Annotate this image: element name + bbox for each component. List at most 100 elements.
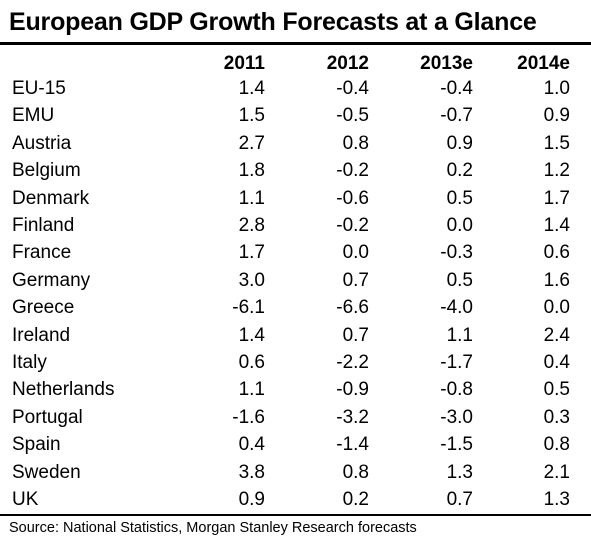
row-value-cell: 0.5 <box>446 187 473 209</box>
row-country-label: Germany <box>12 269 91 291</box>
row-value-cell: 3.8 <box>238 461 265 483</box>
row-value-cell: 1.2 <box>543 160 570 182</box>
row-value-cell: 2.1 <box>543 461 570 483</box>
row-value-cell: -0.9 <box>336 379 369 401</box>
row-country-label: Spain <box>12 434 61 456</box>
row-value-cell: -0.8 <box>440 379 473 401</box>
row-country-label: Denmark <box>12 187 90 209</box>
row-value-cell: -0.5 <box>336 105 369 127</box>
row-value-cell: -1.7 <box>440 352 473 373</box>
row-value-cell: 1.3 <box>446 461 473 483</box>
row-value-cell: 1.5 <box>238 105 265 127</box>
row-value-cell: 1.8 <box>238 160 265 182</box>
source-divider <box>0 514 591 516</box>
row-value-cell: 1.4 <box>238 78 265 99</box>
row-value-cell: 1.6 <box>543 269 570 291</box>
row-country-label: Portugal <box>12 406 83 428</box>
row-country-label: Italy <box>12 352 47 373</box>
table-row: UK 0.9 0.2 0.7 1.3 <box>0 486 591 513</box>
row-value-cell: -6.6 <box>336 297 369 319</box>
row-country-label: Belgium <box>12 160 81 182</box>
row-value-cell: -3.0 <box>440 406 473 428</box>
row-country-label: Finland <box>12 215 75 236</box>
table-row: Finland 2.8 -0.2 0.0 1.4 <box>0 212 591 239</box>
column-header-2013e: 2013e <box>420 53 473 74</box>
row-country-label: Greece <box>12 297 75 319</box>
table-row: Germany 3.0 0.7 0.5 1.6 <box>0 267 591 294</box>
row-value-cell: 0.2 <box>446 160 473 182</box>
row-value-cell: 3.0 <box>238 269 265 291</box>
row-value-cell: 1.1 <box>238 187 265 209</box>
row-value-cell: 1.0 <box>543 78 570 99</box>
row-value-cell: -1.4 <box>336 434 369 456</box>
table-row: Ireland 1.4 0.7 1.1 2.4 <box>0 322 591 349</box>
row-value-cell: -1.5 <box>440 434 473 456</box>
row-country-label: Ireland <box>12 324 71 346</box>
row-value-cell: 1.1 <box>446 324 473 346</box>
row-value-cell: -4.0 <box>440 297 473 319</box>
row-country-label: Austria <box>12 132 72 154</box>
row-country-label: UK <box>12 489 39 510</box>
row-value-cell: 0.2 <box>342 489 369 510</box>
table-row: Greece -6.1 -6.6 -4.0 0.0 <box>0 294 591 321</box>
title-divider <box>0 42 591 45</box>
table-row: Italy 0.6 -2.2 -1.7 0.4 <box>0 349 591 376</box>
table-row: Spain 0.4 -1.4 -1.5 0.8 <box>0 431 591 458</box>
table-row: Belgium 1.8 -0.2 0.2 1.2 <box>0 157 591 184</box>
row-value-cell: -2.2 <box>336 352 369 373</box>
table-row: Sweden 3.8 0.8 1.3 2.1 <box>0 459 591 486</box>
row-value-cell: 0.5 <box>446 269 473 291</box>
row-value-cell: -0.4 <box>336 78 369 99</box>
table-row: EMU 1.5 -0.5 -0.7 0.9 <box>0 102 591 129</box>
row-value-cell: 0.7 <box>446 489 473 510</box>
table-title: European GDP Growth Forecasts at a Glanc… <box>9 8 537 36</box>
column-header-2011: 2011 <box>223 53 265 74</box>
row-value-cell: 0.9 <box>238 489 265 510</box>
row-value-cell: -0.3 <box>440 242 473 264</box>
row-value-cell: 2.7 <box>238 132 265 154</box>
row-value-cell: 0.0 <box>342 242 369 264</box>
table-row: Portugal -1.6 -3.2 -3.0 0.3 <box>0 404 591 431</box>
row-value-cell: 0.8 <box>342 461 369 483</box>
row-value-cell: 0.8 <box>543 434 570 456</box>
row-value-cell: 0.3 <box>543 406 570 428</box>
row-value-cell: 2.4 <box>543 324 570 346</box>
row-value-cell: -0.7 <box>440 105 473 127</box>
row-value-cell: 0.5 <box>543 379 570 401</box>
table-row: Netherlands 1.1 -0.9 -0.8 0.5 <box>0 376 591 403</box>
row-value-cell: -3.2 <box>336 406 369 428</box>
column-header-row: 2011 2012 2013e 2014e <box>0 50 591 77</box>
table-row: France 1.7 0.0 -0.3 0.6 <box>0 239 591 266</box>
row-value-cell: 1.7 <box>238 242 265 264</box>
row-value-cell: 0.0 <box>446 215 473 236</box>
row-value-cell: 1.5 <box>543 132 570 154</box>
row-value-cell: 1.4 <box>238 324 265 346</box>
row-value-cell: 2.8 <box>238 215 265 236</box>
row-country-label: Netherlands <box>12 379 115 401</box>
row-value-cell: -0.4 <box>440 78 473 99</box>
row-value-cell: -0.6 <box>336 187 369 209</box>
row-value-cell: 0.6 <box>238 352 265 373</box>
table-row: EU-15 1.4 -0.4 -0.4 1.0 <box>0 75 591 102</box>
row-value-cell: 0.8 <box>342 132 369 154</box>
row-value-cell: 0.7 <box>342 269 369 291</box>
row-value-cell: 1.4 <box>543 215 570 236</box>
row-country-label: France <box>12 242 72 264</box>
row-value-cell: 0.9 <box>446 132 473 154</box>
row-value-cell: 0.9 <box>543 105 570 127</box>
row-value-cell: 0.0 <box>543 297 570 319</box>
row-value-cell: 1.1 <box>238 379 265 401</box>
row-value-cell: -6.1 <box>232 297 265 319</box>
column-header-2014e: 2014e <box>517 53 570 74</box>
table-row: Denmark 1.1 -0.6 0.5 1.7 <box>0 185 591 212</box>
row-value-cell: 0.7 <box>342 324 369 346</box>
row-value-cell: -0.2 <box>336 215 369 236</box>
row-country-label: EMU <box>12 105 55 127</box>
row-value-cell: 1.7 <box>543 187 570 209</box>
row-country-label: EU-15 <box>12 78 66 99</box>
row-value-cell: -0.2 <box>336 160 369 182</box>
source-note: Source: National Statistics, Morgan Stan… <box>9 520 417 536</box>
row-value-cell: 1.3 <box>543 489 570 510</box>
column-header-2012: 2012 <box>326 53 369 74</box>
